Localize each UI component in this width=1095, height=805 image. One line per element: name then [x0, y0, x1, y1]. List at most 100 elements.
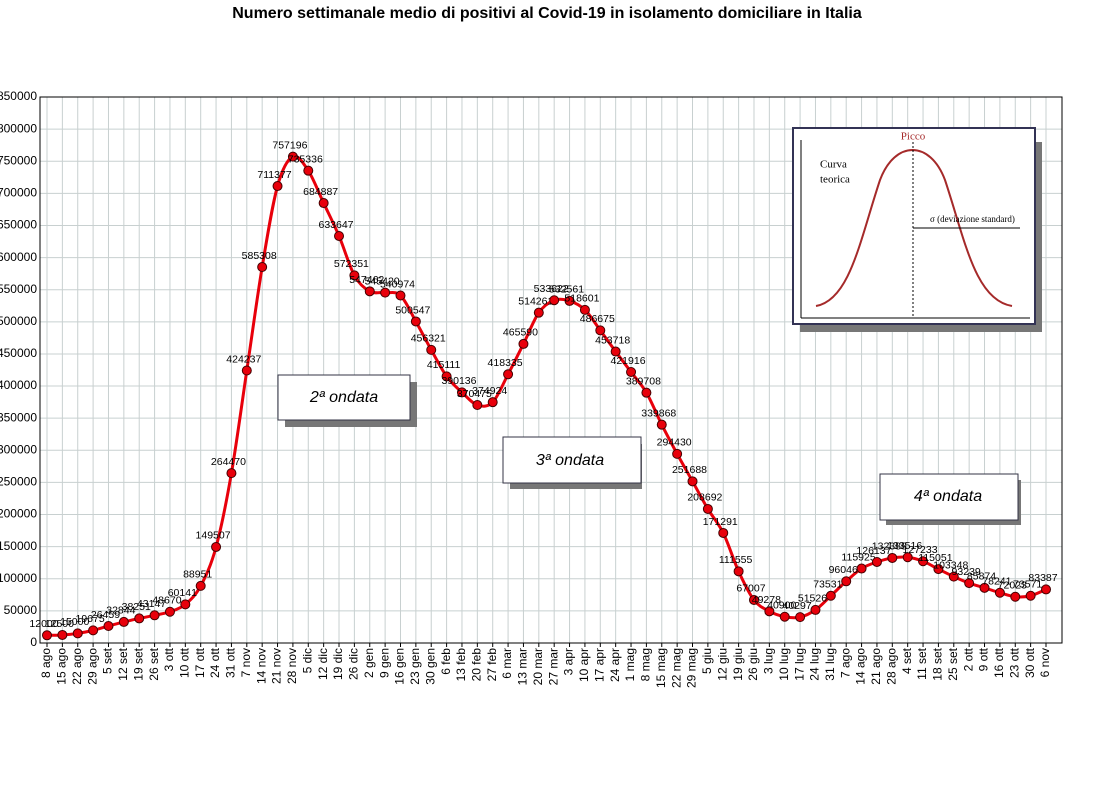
y-tick-label: 150000	[0, 539, 37, 553]
data-point	[856, 563, 867, 574]
data-label: 251688	[672, 464, 707, 476]
data-point	[380, 287, 391, 298]
data-label: 572351	[334, 258, 369, 270]
data-label: 465590	[503, 327, 538, 339]
data-label: 545420	[365, 275, 400, 287]
annotation-3: 4ª ondata	[879, 473, 1021, 525]
y-tick-label: 700000	[0, 186, 37, 200]
data-point	[825, 590, 836, 601]
x-tick-label: 25 set	[946, 647, 960, 680]
data-point	[395, 290, 406, 301]
data-label: 43147	[137, 598, 166, 610]
data-point	[733, 566, 744, 577]
data-point	[164, 606, 175, 617]
data-point	[1025, 590, 1036, 601]
data-label: 149507	[196, 530, 231, 542]
data-point	[334, 230, 345, 241]
data-label: 126137	[856, 545, 891, 557]
data-label: 72023	[998, 580, 1027, 592]
data-point	[810, 604, 821, 615]
x-tick-label: 9 ott	[977, 647, 991, 671]
data-label: 415111	[427, 359, 461, 371]
data-label: 60141	[168, 587, 197, 599]
data-point	[503, 369, 514, 380]
data-point	[1010, 591, 1021, 602]
data-point	[841, 576, 852, 587]
data-label: 421916	[611, 355, 646, 367]
x-tick-label: 20 feb	[470, 648, 484, 682]
data-point	[303, 165, 314, 176]
x-tick-label: 5 dic	[300, 648, 314, 673]
x-tick-label: 5 set	[101, 647, 115, 674]
data-label: 40297	[782, 600, 811, 612]
data-point	[211, 541, 222, 552]
data-point	[1041, 584, 1051, 595]
data-point	[287, 151, 298, 162]
data-point	[456, 387, 467, 398]
data-label: 294430	[657, 437, 692, 449]
x-tick-label: 24 lug	[808, 648, 822, 681]
x-tick-label: 1 mag	[623, 648, 637, 681]
box	[879, 473, 1019, 521]
x-tick-label: 15 ago	[55, 648, 69, 685]
data-point	[487, 397, 498, 408]
x-tick-label: 19 giu	[731, 648, 745, 681]
data-label: 514261	[518, 295, 553, 307]
y-tick-label: 750000	[0, 153, 37, 167]
data-label: 85874	[967, 571, 996, 583]
data-label: 518601	[564, 293, 599, 305]
data-point	[979, 582, 990, 593]
y-tick-label: 350000	[0, 410, 37, 424]
data-point	[902, 552, 913, 563]
data-label: 115051	[918, 552, 952, 564]
data-label: 133516	[887, 540, 922, 552]
data-label: 73531	[813, 579, 842, 591]
data-label: 26459	[91, 609, 120, 621]
data-label: 370475	[457, 388, 492, 400]
annotation: 2ª ondata	[309, 389, 378, 406]
x-tick-label: 2 ott	[961, 647, 975, 671]
x-tick-label: 7 nov	[239, 648, 253, 677]
x-tick-label: 31 lug	[823, 648, 837, 681]
box	[277, 374, 411, 421]
x-tick-label: 12 set	[116, 647, 130, 680]
data-label: 500547	[395, 304, 430, 316]
y-tick-label: 250000	[0, 475, 37, 489]
data-point	[472, 400, 483, 411]
inset: Picco Curva teorica σ (deviazione standa…	[792, 127, 1042, 332]
data-point	[626, 366, 637, 377]
data-point	[933, 564, 944, 575]
data-point	[226, 468, 237, 479]
data-label: 339868	[641, 407, 676, 419]
x-tick-label: 23 ott	[1007, 647, 1021, 678]
data-label: 532561	[549, 284, 584, 296]
annotation: 4ª ondata	[914, 488, 982, 505]
data-label: 49278	[752, 594, 781, 606]
x-tick-label: 17 ott	[193, 647, 207, 678]
data-point	[779, 611, 790, 622]
y-tick-label: 600000	[0, 250, 37, 264]
data-label: 32844	[106, 605, 135, 617]
data-label: 711377	[257, 169, 291, 181]
data-label: 264470	[211, 456, 246, 468]
data-label: 48670	[152, 595, 181, 607]
data-label: 38251	[122, 601, 151, 613]
data-point	[118, 616, 129, 627]
x-tick-label: 29 mag	[685, 648, 699, 688]
x-tick-label: 10 ott	[177, 647, 191, 678]
x-tick-label: 30 ott	[1023, 647, 1037, 678]
data-point	[257, 262, 268, 273]
data-label: 585308	[242, 250, 277, 262]
data-point	[579, 304, 590, 315]
data-point	[180, 599, 191, 610]
data-label: 115925	[841, 551, 875, 563]
annotation: 3ª ondata	[536, 452, 604, 469]
data-point	[610, 346, 621, 357]
data-label: 19675	[76, 613, 105, 625]
x-tick-label: 28 nov	[285, 648, 299, 684]
x-tick-label: 5 giu	[700, 648, 714, 674]
data-label: 73571	[1013, 579, 1042, 591]
plot-frame	[39, 96, 1063, 644]
x-tick-label: 17 apr	[592, 648, 606, 682]
